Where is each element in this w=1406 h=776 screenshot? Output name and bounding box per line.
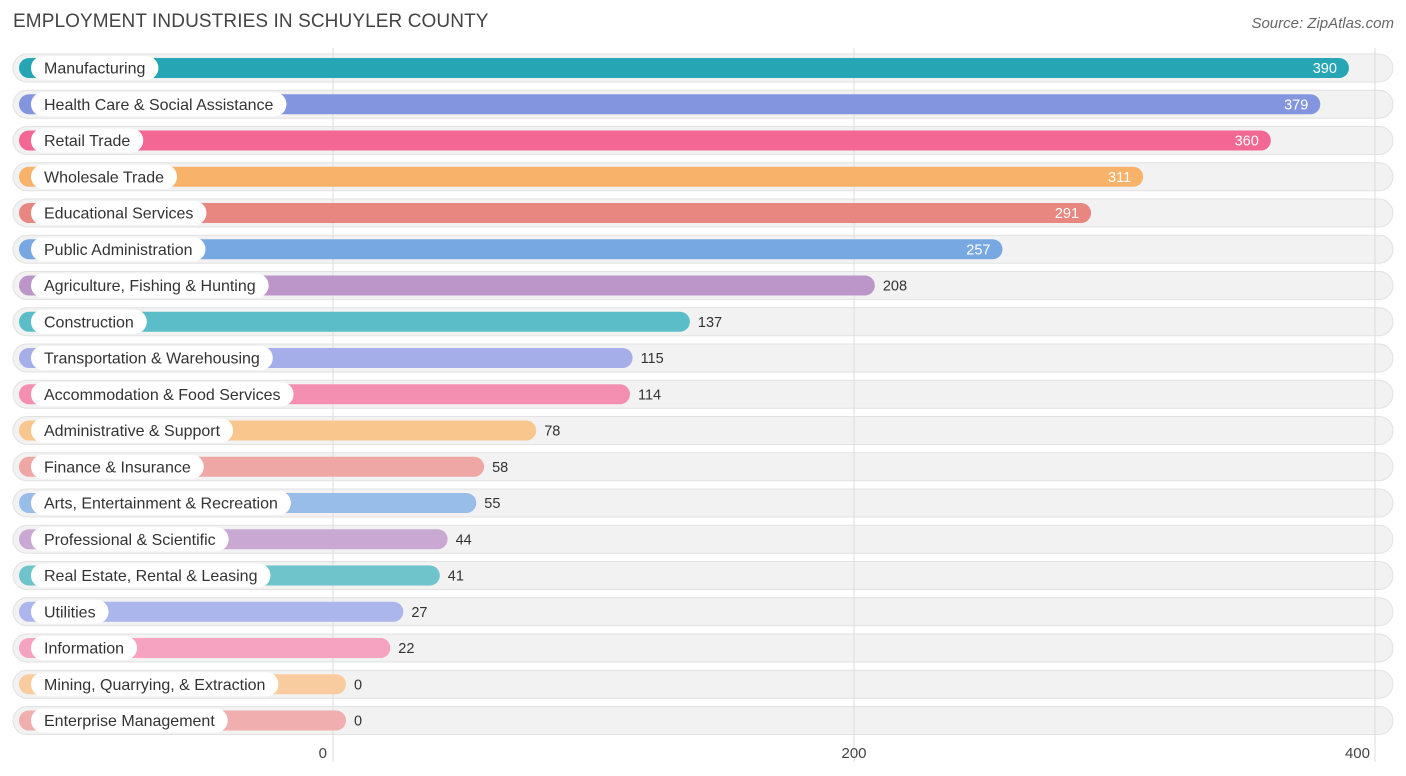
value-label: 379: [1284, 97, 1308, 113]
value-label: 0: [354, 714, 362, 730]
category-label-pill: [31, 563, 271, 588]
value-label: 22: [398, 641, 414, 657]
chart-title: EMPLOYMENT INDUSTRIES IN SCHUYLER COUNTY: [13, 11, 489, 32]
category-label-pill: [31, 237, 206, 262]
bar: [19, 58, 1349, 78]
x-tick-label: 200: [841, 745, 866, 762]
category-label: Mining, Quarrying, & Extraction: [44, 677, 265, 694]
category-label: Finance & Insurance: [44, 459, 191, 476]
category-label-pill: [31, 92, 287, 117]
category-label: Professional & Scientific: [44, 532, 216, 549]
category-label-pill: [31, 56, 159, 80]
category-label: Agriculture, Fishing & Hunting: [44, 278, 256, 295]
value-label: 208: [883, 279, 907, 295]
value-label: 44: [456, 532, 472, 548]
value-label: 390: [1313, 61, 1337, 77]
row-track: [12, 669, 1394, 699]
category-label-pill: [31, 527, 229, 552]
category-label: Construction: [44, 314, 134, 331]
value-label: 55: [484, 496, 500, 512]
category-label: Utilities: [44, 604, 96, 621]
value-label: 41: [448, 569, 464, 585]
category-label-pill: [31, 708, 228, 733]
value-label: 291: [1055, 206, 1079, 222]
value-label: 114: [638, 387, 661, 403]
category-label-pill: [31, 454, 204, 479]
source-label: Source: ZipAtlas.com: [1251, 15, 1394, 32]
category-label: Manufacturing: [44, 61, 145, 78]
category-label: Arts, Entertainment & Recreation: [44, 496, 278, 513]
value-label: 78: [544, 424, 560, 440]
category-label: Accommodation & Food Services: [44, 387, 281, 404]
category-label-pill: [31, 128, 144, 153]
bar: [19, 601, 404, 622]
category-label-pill: [31, 273, 269, 298]
x-tick-label: 0: [319, 745, 327, 762]
bar: [19, 166, 1144, 187]
row-track: [12, 706, 1394, 735]
bar: [19, 94, 1321, 115]
category-label-pill: [31, 309, 147, 334]
category-label: Wholesale Trade: [44, 169, 164, 186]
bar: [19, 239, 1003, 260]
category-label-pill: [31, 599, 109, 624]
x-tick-label: 400: [1345, 745, 1370, 762]
bar: [19, 311, 690, 332]
bar: [19, 130, 1271, 151]
category-label-pill: [31, 636, 138, 660]
category-label: Information: [44, 641, 124, 658]
category-label-pill: [31, 491, 291, 515]
value-label: 137: [698, 315, 722, 331]
category-label: Public Administration: [44, 242, 193, 259]
category-label: Real Estate, Rental & Leasing: [44, 568, 257, 585]
category-label: Retail Trade: [44, 133, 130, 150]
category-label-pill: [31, 382, 294, 407]
value-label: 0: [354, 677, 362, 693]
value-label: 115: [641, 351, 664, 367]
bars: Manufacturing 390 Health Care & Social Ass…: [19, 56, 1349, 733]
category-label-pill: [31, 164, 178, 189]
value-label: 360: [1235, 134, 1259, 150]
value-label: 27: [411, 605, 427, 621]
value-label: 311: [1108, 170, 1131, 186]
value-label: 257: [966, 242, 990, 258]
category-label-pill: [31, 201, 207, 225]
value-label: 58: [492, 460, 508, 476]
category-label-pill: [31, 672, 279, 697]
category-label-pill: [31, 346, 273, 370]
category-label-pill: [31, 418, 234, 443]
category-label: Educational Services: [44, 206, 193, 223]
x-axis-ticks: 0 200 400: [319, 745, 1370, 762]
category-label: Enterprise Management: [44, 713, 215, 730]
category-label: Health Care & Social Assistance: [44, 97, 274, 114]
category-label: Administrative & Support: [44, 423, 221, 440]
bar: [19, 203, 1092, 223]
category-label: Transportation & Warehousing: [44, 351, 260, 368]
